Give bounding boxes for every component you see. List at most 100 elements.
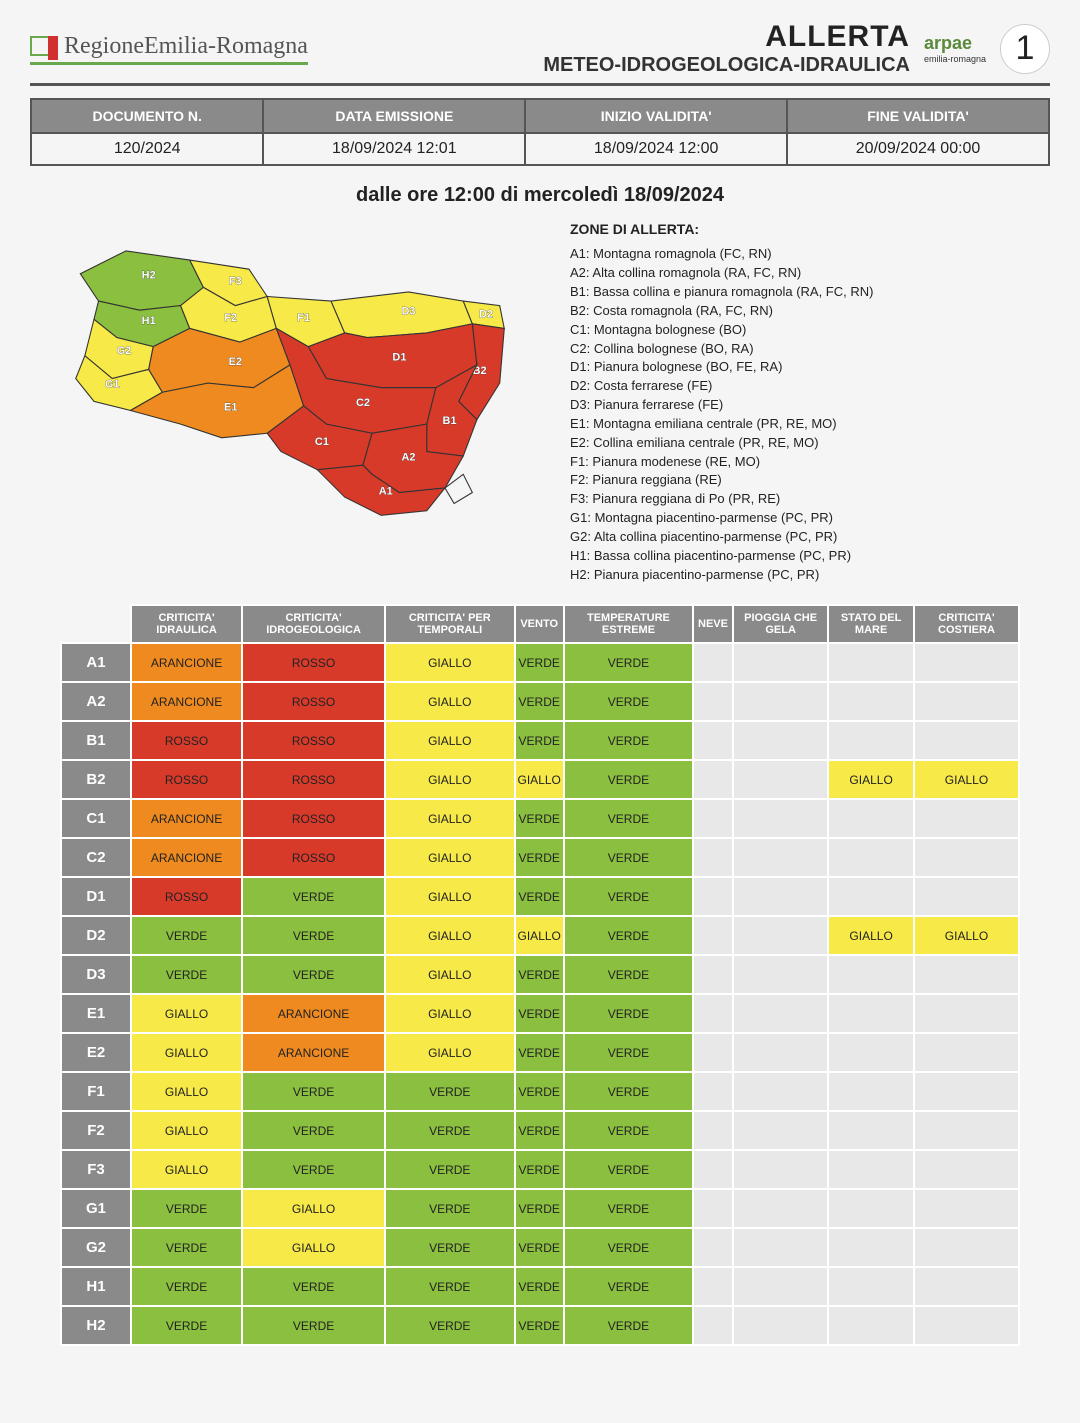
- matrix-cell: VERDE: [515, 1111, 564, 1150]
- matrix-cell: VERDE: [564, 994, 693, 1033]
- matrix-cell: VERDE: [242, 1072, 385, 1111]
- map-label-H2: H2: [142, 269, 156, 281]
- matrix-row-header: C2: [61, 838, 131, 877]
- matrix-row: D2VERDEVERDEGIALLOGIALLOVERDEGIALLOGIALL…: [61, 916, 1019, 955]
- matrix-cell: GIALLO: [385, 799, 515, 838]
- matrix-cell: GIALLO: [385, 682, 515, 721]
- matrix-cell: [828, 1111, 914, 1150]
- matrix-row: F2GIALLOVERDEVERDEVERDEVERDE: [61, 1111, 1019, 1150]
- matrix-cell: VERDE: [131, 1267, 242, 1306]
- doc-info-table: DOCUMENTO N.DATA EMISSIONEINIZIO VALIDIT…: [30, 98, 1050, 166]
- matrix-cell: [828, 643, 914, 682]
- matrix-cell: GIALLO: [131, 994, 242, 1033]
- matrix-cell: [693, 994, 733, 1033]
- map-label-E1: E1: [224, 401, 237, 413]
- zone-line: H1: Bassa collina piacentino-parmense (P…: [570, 547, 1050, 566]
- matrix-cell: [828, 1228, 914, 1267]
- matrix-col-header: CRITICITA' PER TEMPORALI: [385, 605, 515, 643]
- zone-line: B1: Bassa collina e pianura romagnola (R…: [570, 283, 1050, 302]
- zone-line: D2: Costa ferrarese (FE): [570, 377, 1050, 396]
- matrix-cell: VERDE: [564, 1306, 693, 1345]
- matrix-corner: [61, 605, 131, 643]
- matrix-row-header: D1: [61, 877, 131, 916]
- matrix-cell: ROSSO: [242, 799, 385, 838]
- page-number: 1: [1000, 24, 1050, 74]
- matrix-cell: [914, 1306, 1019, 1345]
- matrix-cell: [914, 838, 1019, 877]
- matrix-cell: GIALLO: [131, 1111, 242, 1150]
- matrix-row-header: F1: [61, 1072, 131, 1111]
- matrix-row: G1VERDEGIALLOVERDEVERDEVERDE: [61, 1189, 1019, 1228]
- zones-title: ZONE DI ALLERTA:: [570, 219, 1050, 239]
- matrix-cell: VERDE: [131, 1306, 242, 1345]
- zone-line: B2: Costa romagnola (RA, FC, RN): [570, 302, 1050, 321]
- zone-line: E1: Montagna emiliana centrale (PR, RE, …: [570, 415, 1050, 434]
- doc-header-cell: FINE VALIDITA': [787, 99, 1049, 133]
- alert-matrix: CRITICITA' IDRAULICACRITICITA' IDROGEOLO…: [60, 604, 1020, 1346]
- matrix-row: C2ARANCIONEROSSOGIALLOVERDEVERDE: [61, 838, 1019, 877]
- zone-line: H2: Pianura piacentino-parmense (PC, PR): [570, 566, 1050, 585]
- matrix-cell: GIALLO: [914, 916, 1019, 955]
- zone-line: G2: Alta collina piacentino-parmense (PC…: [570, 528, 1050, 547]
- matrix-cell: VERDE: [564, 1189, 693, 1228]
- zone-line: C2: Collina bolognese (BO, RA): [570, 340, 1050, 359]
- matrix-cell: [693, 1033, 733, 1072]
- arpae-logo: arpae emilia-romagna: [924, 33, 986, 64]
- arpae-sub: emilia-romagna: [924, 54, 986, 64]
- matrix-cell: [914, 1111, 1019, 1150]
- zone-line: A2: Alta collina romagnola (RA, FC, RN): [570, 264, 1050, 283]
- matrix-cell: [914, 1228, 1019, 1267]
- matrix-cell: GIALLO: [385, 721, 515, 760]
- matrix-cell: ROSSO: [242, 721, 385, 760]
- matrix-cell: [733, 1306, 828, 1345]
- matrix-cell: GIALLO: [515, 760, 564, 799]
- matrix-cell: [693, 1228, 733, 1267]
- matrix-row: E2GIALLOARANCIONEGIALLOVERDEVERDE: [61, 1033, 1019, 1072]
- matrix-cell: VERDE: [131, 1228, 242, 1267]
- matrix-cell: VERDE: [385, 1267, 515, 1306]
- matrix-cell: VERDE: [564, 1111, 693, 1150]
- matrix-cell: [914, 721, 1019, 760]
- matrix-cell: ARANCIONE: [242, 994, 385, 1033]
- matrix-cell: VERDE: [564, 877, 693, 916]
- matrix-row: D3VERDEVERDEGIALLOVERDEVERDE: [61, 955, 1019, 994]
- matrix-cell: VERDE: [564, 1228, 693, 1267]
- matrix-cell: [914, 1267, 1019, 1306]
- doc-value-cell: 20/09/2024 00:00: [787, 133, 1049, 165]
- matrix-cell: [693, 760, 733, 799]
- matrix-cell: VERDE: [385, 1111, 515, 1150]
- matrix-cell: VERDE: [564, 643, 693, 682]
- matrix-cell: GIALLO: [515, 916, 564, 955]
- matrix-row: B1ROSSOROSSOGIALLOVERDEVERDE: [61, 721, 1019, 760]
- matrix-cell: VERDE: [564, 1072, 693, 1111]
- doc-header-cell: DOCUMENTO N.: [31, 99, 263, 133]
- matrix-cell: VERDE: [515, 1072, 564, 1111]
- arpae-text: arpae: [924, 33, 986, 54]
- matrix-cell: VERDE: [242, 916, 385, 955]
- matrix-col-header: CRITICITA' IDRAULICA: [131, 605, 242, 643]
- matrix-row: G2VERDEGIALLOVERDEVERDEVERDE: [61, 1228, 1019, 1267]
- zone-line: D1: Pianura bolognese (BO, FE, RA): [570, 358, 1050, 377]
- matrix-row-header: F3: [61, 1150, 131, 1189]
- matrix-cell: VERDE: [242, 877, 385, 916]
- matrix-cell: ROSSO: [131, 721, 242, 760]
- matrix-cell: VERDE: [131, 955, 242, 994]
- matrix-cell: [693, 799, 733, 838]
- matrix-cell: [733, 760, 828, 799]
- zone-line: C1: Montagna bolognese (BO): [570, 321, 1050, 340]
- doc-value-cell: 120/2024: [31, 133, 263, 165]
- matrix-col-header: VENTO: [515, 605, 564, 643]
- matrix-cell: [693, 682, 733, 721]
- matrix-cell: VERDE: [242, 1150, 385, 1189]
- matrix-cell: VERDE: [515, 994, 564, 1033]
- matrix-row-header: H2: [61, 1306, 131, 1345]
- matrix-cell: VERDE: [515, 1189, 564, 1228]
- matrix-cell: [828, 721, 914, 760]
- matrix-cell: ROSSO: [131, 877, 242, 916]
- matrix-row-header: D3: [61, 955, 131, 994]
- matrix-cell: [733, 877, 828, 916]
- matrix-cell: [733, 994, 828, 1033]
- matrix-cell: [693, 721, 733, 760]
- matrix-cell: ARANCIONE: [242, 1033, 385, 1072]
- matrix-cell: GIALLO: [385, 838, 515, 877]
